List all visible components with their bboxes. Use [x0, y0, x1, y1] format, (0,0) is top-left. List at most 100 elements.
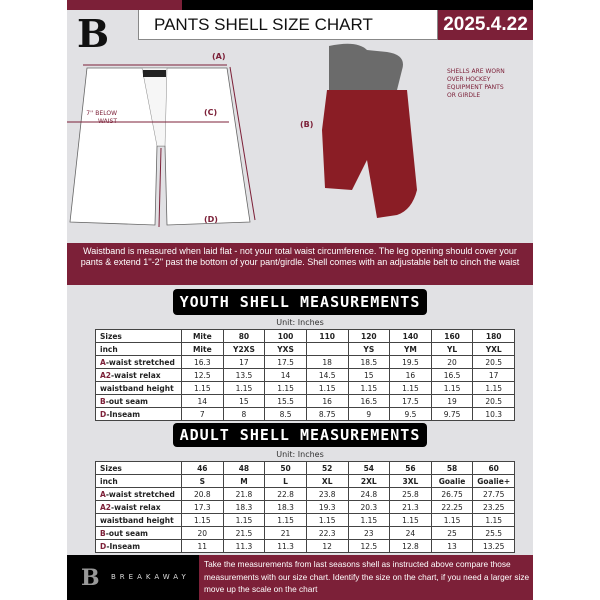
- table-cell: 140: [389, 329, 432, 343]
- table-cell: 20: [430, 355, 474, 369]
- table-cell: 7: [181, 407, 224, 421]
- table-row: D-Inseam 7 8 8.5 8.75 9 9.5 9.75 10.3: [95, 407, 515, 421]
- table-cell: 15.5: [264, 394, 307, 408]
- table-row: waistband height 1.15 1.15 1.15 1.15 1.15 1.15…: [95, 513, 515, 527]
- table-cell: 13: [430, 539, 474, 553]
- table-cell: 20.5: [472, 394, 515, 408]
- label-d: (D): [204, 215, 218, 224]
- table-cell: 11.3: [264, 539, 307, 553]
- table-row: A2-waist relax 12.5 13.5 14 14.5 15 16 16.5 17: [95, 368, 515, 382]
- table-cell: YXL: [472, 342, 515, 356]
- table-cell: YXS: [264, 342, 307, 356]
- table-cell: 58: [430, 461, 474, 475]
- table-row: D-Inseam 11 11.3 11.3 12 12.5 12.8 13 13.25: [95, 539, 515, 553]
- table-cell: 54: [347, 461, 391, 475]
- table-cell: 8.75: [305, 407, 349, 421]
- table-cell: 22.3: [305, 526, 349, 540]
- table-cell: 20.3: [347, 500, 391, 514]
- table-cell: XL: [305, 474, 349, 488]
- table-cell: 16: [305, 394, 349, 408]
- table-cell: 11: [181, 539, 224, 553]
- table-cell: 17.3: [181, 500, 224, 514]
- table-cell: 1.15: [181, 381, 224, 395]
- table-row: B-out seam 20 21.5 21 22.3 23 24 25 25.5: [95, 526, 515, 540]
- table-cell: 12.5: [347, 539, 391, 553]
- table-cell: 15: [222, 394, 266, 408]
- row-label: Sizes: [95, 461, 182, 475]
- table-cell: 56: [389, 461, 432, 475]
- table-cell: 12.8: [389, 539, 432, 553]
- table-cell: 25.5: [472, 526, 515, 540]
- row-label: D-Inseam: [95, 539, 182, 553]
- footer-brand: BREAKAWAY: [111, 573, 190, 581]
- youth-unit: Unit: Inches: [276, 318, 324, 327]
- pants-flat-illustration: [67, 43, 417, 228]
- table-cell: 10.3: [472, 407, 515, 421]
- table-cell: 13.5: [222, 368, 266, 382]
- top-bar: [67, 0, 533, 10]
- table-row: Sizes Mite 80 100 110 120 140 160 180: [95, 329, 515, 343]
- row-label: A2-waist relax: [95, 368, 182, 382]
- table-cell: 18.3: [222, 500, 266, 514]
- table-cell: 52: [305, 461, 349, 475]
- table-row: A-waist stretched 16.3 17 17.5 18 18.5 19.5 20 2…: [95, 355, 515, 369]
- table-cell: S: [181, 474, 224, 488]
- table-cell: 17: [472, 368, 515, 382]
- table-cell: 14: [264, 368, 307, 382]
- table-cell: 21: [264, 526, 307, 540]
- table-cell: 1.15: [472, 513, 515, 527]
- table-cell: 180: [472, 329, 515, 343]
- table-cell: 16.5: [430, 368, 474, 382]
- below-waist-note: 7'' BELOW WAIST: [86, 110, 117, 125]
- table-cell: 1.15: [264, 513, 307, 527]
- table-cell: 16.5: [347, 394, 391, 408]
- measure-letter: B: [100, 528, 106, 538]
- footer: B BREAKAWAY Take the measurements from l…: [67, 555, 533, 600]
- table-cell: 8: [222, 407, 266, 421]
- table-cell: 20: [181, 526, 224, 540]
- table-cell: 23.8: [305, 487, 349, 501]
- row-label: waistband height: [95, 381, 182, 395]
- table-cell: 17.5: [264, 355, 307, 369]
- table-cell: 12.5: [181, 368, 224, 382]
- table-cell: 23: [347, 526, 391, 540]
- table-cell: 9.5: [389, 407, 432, 421]
- row-label: B-out seam: [95, 394, 182, 408]
- table-cell: 1.15: [222, 381, 266, 395]
- adult-size-table: Sizes 46 48 50 52 54 56 58 60 inch S M L XL 2XL 3XL Goal…: [95, 461, 515, 553]
- table-cell: 1.15: [264, 381, 307, 395]
- table-cell: 2XL: [347, 474, 391, 488]
- table-cell: YL: [430, 342, 474, 356]
- table-cell: 23.25: [472, 500, 515, 514]
- table-cell: 14.5: [305, 368, 349, 382]
- table-cell: Y2XS: [222, 342, 266, 356]
- row-label: waistband height: [95, 513, 182, 527]
- table-cell: 1.15: [347, 381, 391, 395]
- table-cell: Goalie+: [472, 474, 515, 488]
- waistband-info: Waistband is measured when laid flat - n…: [67, 243, 533, 285]
- table-cell: 22.8: [264, 487, 307, 501]
- table-row: Sizes 46 48 50 52 54 56 58 60: [95, 461, 515, 475]
- table-cell: 24.8: [347, 487, 391, 501]
- table-cell: 19.3: [305, 500, 349, 514]
- pants-diagram: (A) (C) (B) (D) 7'' BELOW WAIST SHELLS A…: [67, 40, 533, 243]
- table-cell: 18.3: [264, 500, 307, 514]
- measure-letter: A: [100, 489, 106, 499]
- table-cell: 160: [430, 329, 474, 343]
- size-chart-page: B PANTS SHELL SIZE CHART 2025.4.22 (A) (…: [67, 0, 533, 600]
- table-cell: 8.5: [264, 407, 307, 421]
- row-label: D-Inseam: [95, 407, 182, 421]
- table-cell: YS: [347, 342, 391, 356]
- measure-letter: A: [100, 357, 106, 367]
- table-cell: 16.3: [181, 355, 224, 369]
- table-cell: 20.5: [472, 355, 515, 369]
- row-label: A2-waist relax: [95, 500, 182, 514]
- footer-instructions: Take the measurements from last seasons …: [204, 559, 530, 594]
- table-cell: 27.75: [472, 487, 515, 501]
- table-row: inch S M L XL 2XL 3XL Goalie Goalie+: [95, 474, 515, 488]
- table-row: B-out seam 14 15 15.5 16 16.5 17.5 19 20.5: [95, 394, 515, 408]
- table-cell: L: [264, 474, 307, 488]
- table-cell: 19.5: [389, 355, 432, 369]
- table-cell: 13.25: [472, 539, 515, 553]
- table-cell: 21.3: [389, 500, 432, 514]
